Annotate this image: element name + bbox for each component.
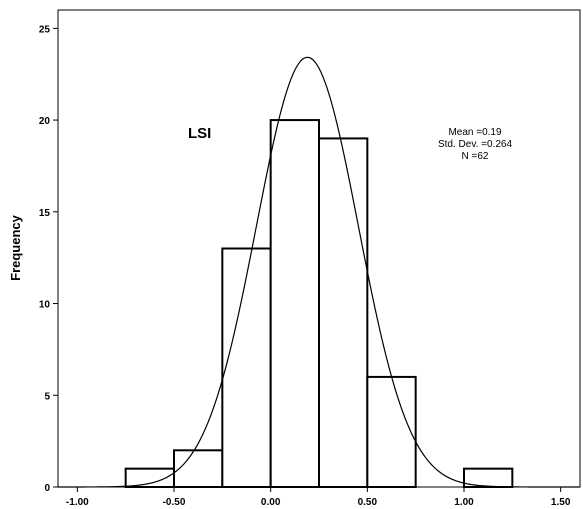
y-axis: 0 5 10 15 20 25 <box>39 24 58 494</box>
stat-std-dev: Std. Dev. =0.264 <box>438 139 512 150</box>
x-tick-label: 0.00 <box>261 497 281 508</box>
stat-mean: Mean =0.19 <box>448 127 502 138</box>
histogram-bar <box>173 449 224 488</box>
panel-label: LSI <box>188 125 211 142</box>
y-tick-label: 5 <box>44 391 50 402</box>
x-tick-label: -0.50 <box>163 497 186 508</box>
x-axis: -1.00 -0.50 0.00 0.50 1.00 1.50 <box>66 487 571 508</box>
y-tick-label: 15 <box>39 208 51 219</box>
x-tick-label: 0.50 <box>358 497 378 508</box>
histogram-bar <box>269 119 320 488</box>
y-tick-label: 20 <box>39 116 51 127</box>
x-tick-label: 1.00 <box>454 497 474 508</box>
x-tick-label: 1.50 <box>551 497 571 508</box>
normal-curve <box>58 56 580 488</box>
histogram-bar <box>318 137 369 489</box>
y-tick-label: 25 <box>39 24 51 35</box>
y-axis-label: Frequency <box>8 214 23 281</box>
x-tick-label: -1.00 <box>66 497 89 508</box>
stat-n: N =62 <box>462 151 489 162</box>
y-tick-label: 10 <box>39 300 51 311</box>
histogram-bar <box>366 375 417 488</box>
normal-curve-layer <box>58 56 580 488</box>
stats-box: Mean =0.19 Std. Dev. =0.264 N =62 <box>438 127 512 162</box>
histogram-bars <box>124 119 514 489</box>
histogram-bar <box>463 467 514 488</box>
histogram-bar <box>221 247 272 488</box>
y-tick-label: 0 <box>44 483 50 494</box>
